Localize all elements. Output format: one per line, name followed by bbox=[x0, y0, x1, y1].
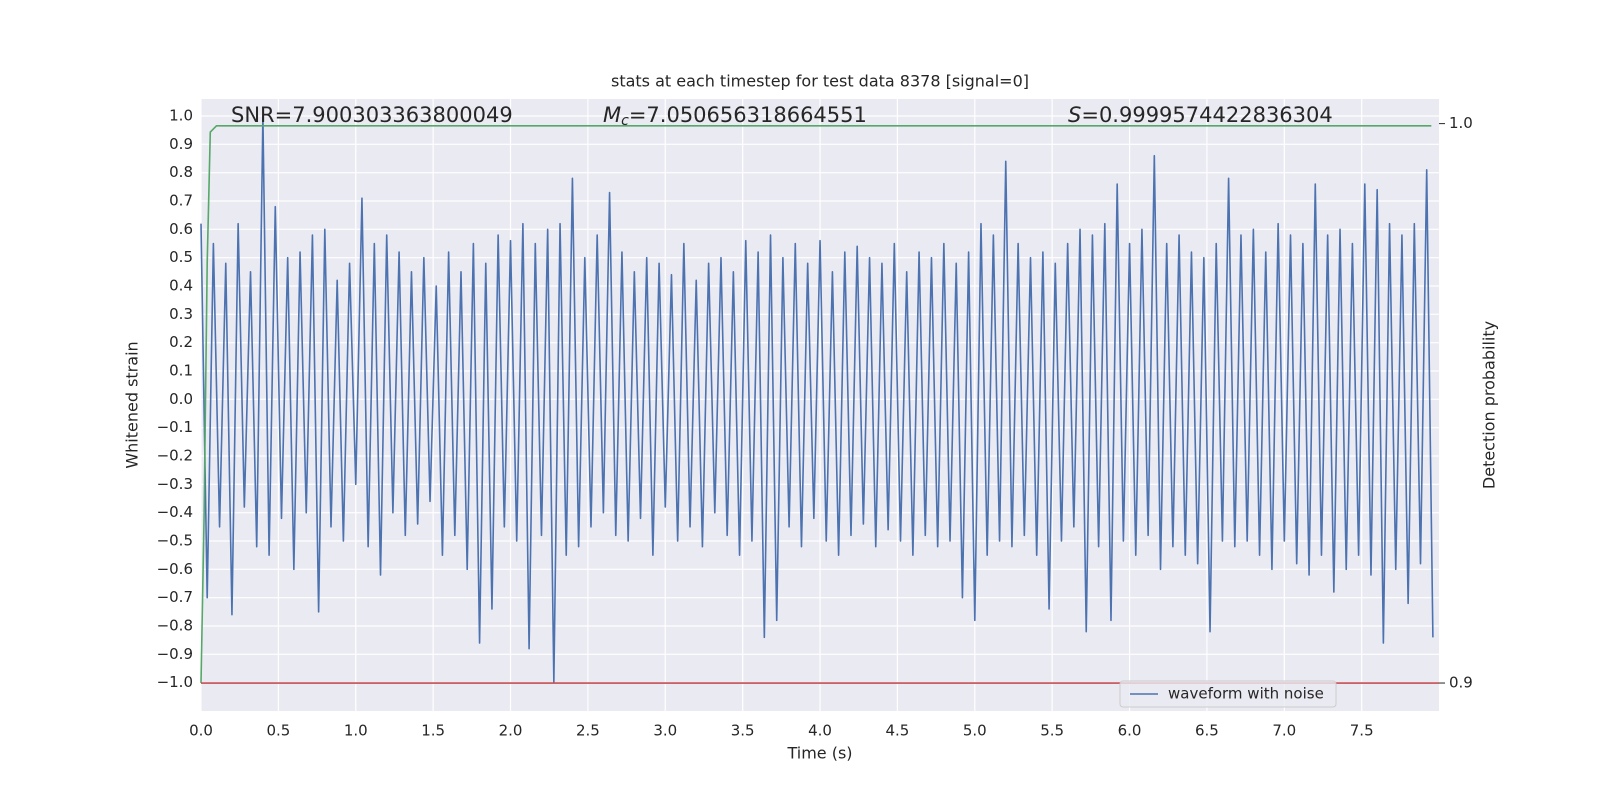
x-tick-label: 6.5 bbox=[1195, 722, 1219, 740]
y-tick-label: −0.7 bbox=[157, 588, 193, 606]
chart-title: stats at each timestep for test data 837… bbox=[611, 72, 1029, 91]
x-tick-label: 1.5 bbox=[421, 722, 445, 740]
x-tick-label: 5.0 bbox=[963, 722, 987, 740]
x-tick-label: 2.0 bbox=[499, 722, 523, 740]
legend-label: waveform with noise bbox=[1168, 685, 1324, 703]
y-tick-label: 0.7 bbox=[169, 192, 193, 210]
y-axis-label: Whitened strain bbox=[123, 341, 142, 468]
legend-box bbox=[1119, 680, 1337, 708]
y-tick-label: 0.1 bbox=[169, 362, 193, 380]
annotation-text: =7.050656318664551 bbox=[629, 103, 867, 127]
y-tick-label: −0.2 bbox=[157, 447, 193, 465]
y-tick-label: 1.0 bbox=[169, 107, 193, 125]
annotation: S=0.9999574422836304 bbox=[1068, 103, 1333, 127]
y-tick-label: 0.2 bbox=[169, 333, 193, 351]
annotation-text: M bbox=[603, 103, 621, 127]
y-tick-label: 0.5 bbox=[169, 248, 193, 266]
y2-tick-label: 0.9 bbox=[1449, 674, 1473, 692]
x-tick-label: 6.0 bbox=[1118, 722, 1142, 740]
annotation-text: =0.9999574422836304 bbox=[1081, 103, 1332, 127]
x-tick-label: 4.5 bbox=[885, 722, 909, 740]
y-tick-label: −0.4 bbox=[157, 503, 193, 521]
x-tick-label: 2.5 bbox=[576, 722, 600, 740]
annotation: SNR=7.900303363800049 bbox=[231, 103, 513, 127]
y-tick-label: −0.8 bbox=[157, 617, 193, 635]
x-tick-label: 3.0 bbox=[653, 722, 677, 740]
annotation-text: S bbox=[1068, 103, 1081, 127]
y-tick-label: −0.9 bbox=[157, 645, 193, 663]
y-tick-label: −1.0 bbox=[157, 673, 193, 691]
y-tick-label: 0.9 bbox=[169, 135, 193, 153]
y-tick-label: 0.0 bbox=[169, 390, 193, 408]
annotation-text: SNR=7.900303363800049 bbox=[231, 103, 513, 127]
y-tick-label: 0.3 bbox=[169, 305, 193, 323]
y2-axis-label: Detection probability bbox=[1480, 321, 1499, 489]
x-tick-label: 4.0 bbox=[808, 722, 832, 740]
overlay: −1.0 −0.9 −0.8 −0.7 −0.6 −0.5 −0.4 −0.3 −0.2 −0.1… bbox=[157, 107, 1473, 740]
annotation: Mc=7.050656318664551 bbox=[603, 103, 867, 129]
y-tick-label: −0.6 bbox=[157, 560, 193, 578]
x-tick-label: 7.0 bbox=[1272, 722, 1296, 740]
x-tick-label: 1.0 bbox=[344, 722, 368, 740]
x-tick-label: 0.0 bbox=[189, 722, 213, 740]
y-tick-label: −0.5 bbox=[157, 532, 193, 550]
x-tick-label: 3.5 bbox=[731, 722, 755, 740]
y-tick-label: 0.4 bbox=[169, 277, 193, 295]
y-tick-label: 0.6 bbox=[169, 220, 193, 238]
x-axis-label: Time (s) bbox=[786, 744, 852, 763]
annotation-text: c bbox=[621, 113, 629, 129]
y-tick-label: 0.8 bbox=[169, 163, 193, 181]
series-line bbox=[200, 125, 1432, 684]
series-line bbox=[200, 115, 1434, 684]
y2-tick-label: 1.0 bbox=[1449, 114, 1473, 132]
y-tick-label: −0.3 bbox=[157, 475, 193, 493]
x-tick-label: 7.5 bbox=[1350, 722, 1374, 740]
x-tick-label: 0.5 bbox=[266, 722, 290, 740]
x-tick-label: 5.5 bbox=[1040, 722, 1064, 740]
y-tick-label: −0.1 bbox=[157, 418, 193, 436]
